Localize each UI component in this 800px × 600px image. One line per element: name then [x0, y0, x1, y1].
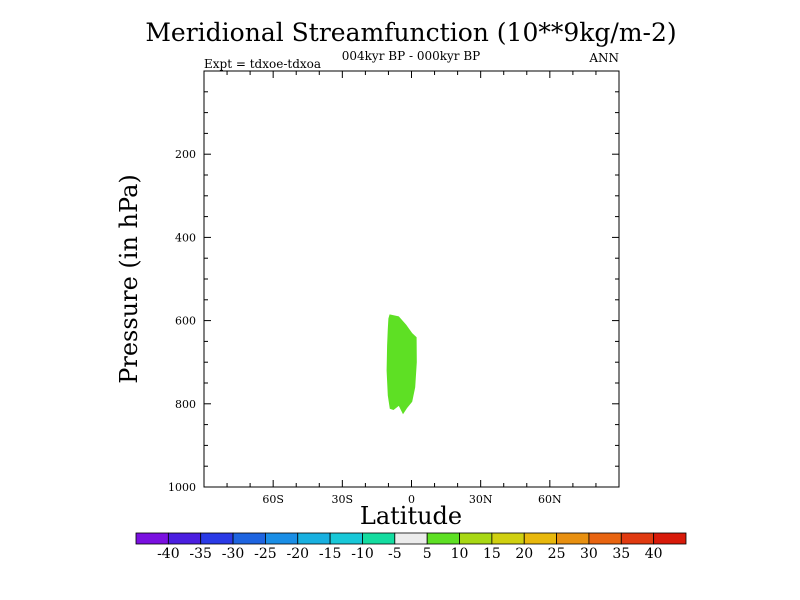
colorbar-label: 25	[548, 546, 566, 562]
colorbar-swatch	[426, 532, 460, 545]
colorbar: -40 -35 -30 -25 -20 -15 -10 -5 5 10 15 20 25 30 35 40	[135, 532, 687, 562]
colorbar-swatch	[200, 532, 234, 545]
y-tick-label: 800	[175, 398, 196, 411]
colorbar-swatch	[394, 532, 428, 545]
y-tick-label: 600	[175, 315, 196, 328]
colorbar-label: -30	[222, 546, 245, 562]
plot-frame	[203, 70, 620, 488]
colorbar-label: -10	[351, 546, 374, 562]
colorbar-label: 5	[423, 546, 432, 562]
season-label: ANN	[588, 51, 619, 65]
colorbar-label: 40	[645, 546, 663, 562]
x-axis-label: Latitude	[360, 502, 462, 530]
colorbar-swatch	[620, 532, 655, 545]
y-tick-label: 400	[175, 231, 196, 244]
colorbar-label: -25	[254, 546, 277, 562]
colorbar-swatch	[135, 532, 169, 545]
colorbar-label: 20	[515, 546, 533, 562]
colorbar-swatch	[297, 532, 331, 545]
colorbar-swatch	[523, 532, 557, 545]
colorbar-label: 35	[612, 546, 630, 562]
chart-subtitle: 004kyr BP - 000kyr BP	[342, 49, 480, 63]
colorbar-swatch	[491, 532, 525, 545]
colorbar-swatch	[459, 532, 493, 545]
colorbar-label: -35	[189, 546, 212, 562]
colorbar-swatch	[588, 532, 622, 545]
colorbar-swatch	[362, 532, 396, 545]
contour-region-5-10	[386, 314, 417, 415]
colorbar-label: -20	[286, 546, 309, 562]
colorbar-swatch	[653, 532, 687, 545]
colorbar-label: 10	[451, 546, 469, 562]
y-axis-label: Pressure (in hPa)	[115, 174, 143, 384]
colorbar-swatch	[167, 532, 202, 545]
x-tick-label: 60N	[538, 493, 562, 506]
colorbar-label: 30	[580, 546, 598, 562]
x-tick-label: 60S	[262, 493, 284, 506]
colorbar-label: 15	[483, 546, 501, 562]
colorbar-swatch	[556, 532, 590, 545]
colorbar-label: -15	[319, 546, 342, 562]
colorbar-swatch	[329, 532, 363, 545]
colorbar-swatch	[232, 532, 266, 545]
experiment-label: Expt = tdxoe-tdxoa	[204, 57, 321, 71]
y-tick-label: 1000	[168, 481, 196, 494]
x-tick-label: 30N	[469, 493, 493, 506]
chart-title: Meridional Streamfunction (10**9kg/m-2)	[145, 18, 676, 47]
contour-regions	[386, 314, 417, 415]
colorbar-label: -40	[157, 546, 180, 562]
colorbar-swatch	[265, 532, 299, 545]
x-tick-label: 0	[408, 493, 415, 506]
colorbar-label: -5	[388, 546, 402, 562]
x-tick-label: 30S	[332, 493, 354, 506]
axis-ticks: 200 400 600 800 1000 60S 30S 0 30N 60N	[168, 71, 619, 506]
y-tick-label: 200	[175, 148, 196, 161]
